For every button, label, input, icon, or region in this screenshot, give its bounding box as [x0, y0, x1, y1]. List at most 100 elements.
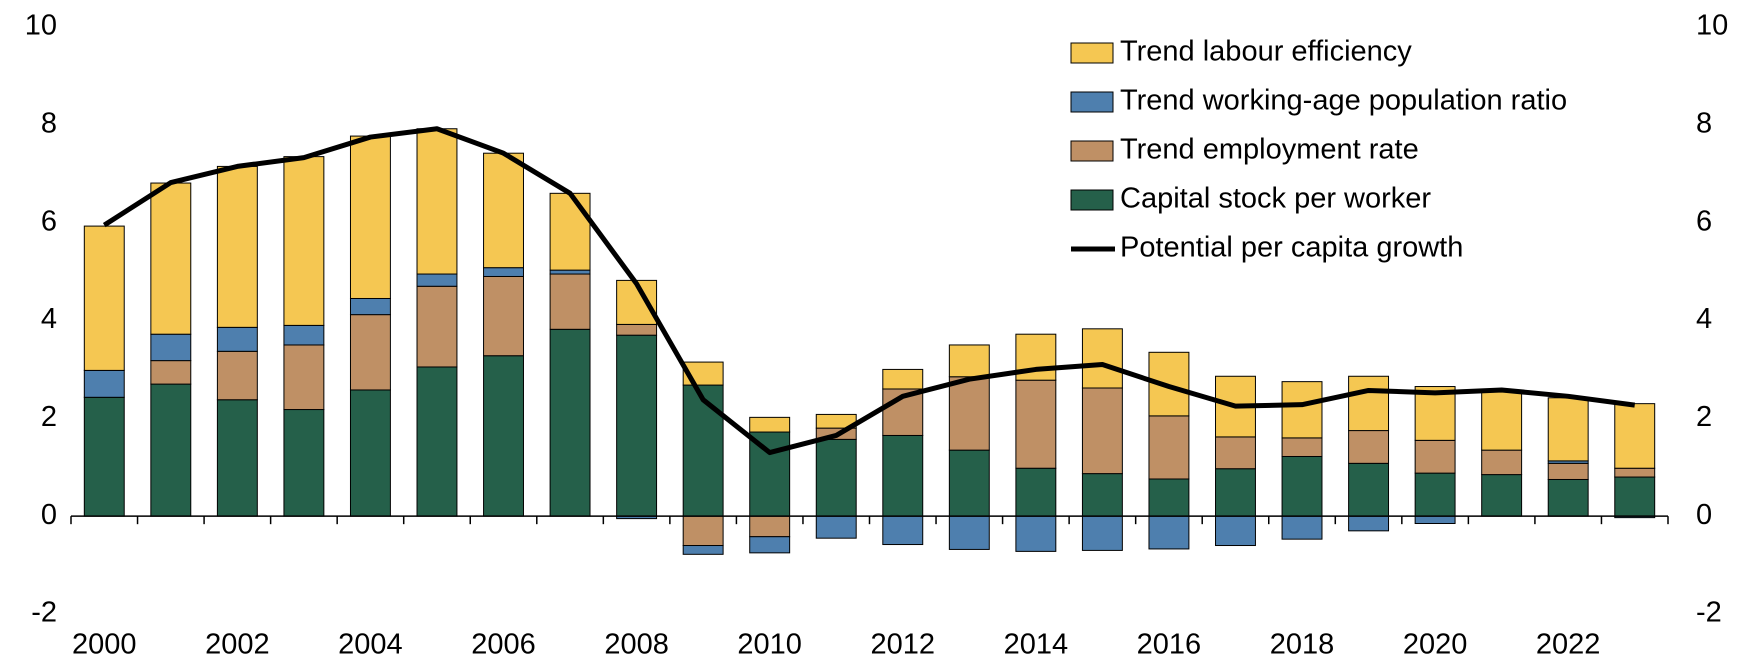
bar — [283, 344, 325, 411]
bar — [483, 275, 524, 357]
bar — [749, 431, 791, 517]
bar — [1015, 467, 1057, 517]
bar — [150, 182, 192, 335]
bar — [349, 389, 391, 517]
bar — [1547, 397, 1589, 462]
y-tick-label: 4 — [41, 303, 57, 335]
y-tick-label: 8 — [41, 107, 57, 139]
bar — [349, 135, 391, 299]
bar — [1148, 515, 1190, 550]
bar — [1215, 515, 1256, 547]
y-tick-label: 0 — [41, 499, 57, 531]
bar — [749, 416, 791, 433]
legend-swatch — [1070, 42, 1114, 64]
bar — [1348, 430, 1390, 464]
bar — [349, 314, 391, 391]
y2-tick-label: 0 — [1696, 499, 1712, 531]
bar — [616, 323, 658, 336]
bar — [216, 165, 258, 328]
bar — [1081, 328, 1123, 389]
legend-label: Trend employment rate — [1120, 134, 1419, 166]
y2-tick-label: -2 — [1696, 597, 1722, 629]
x-tick-label: 2020 — [1403, 629, 1468, 661]
bar — [1614, 403, 1656, 469]
bar — [150, 360, 192, 385]
bar — [882, 515, 924, 546]
bar — [1348, 515, 1390, 532]
bar — [483, 267, 524, 277]
bar — [549, 328, 591, 517]
x-tick-label: 2006 — [471, 629, 536, 661]
legend-label: Capital stock per worker — [1120, 183, 1431, 215]
y-tick-label: 10 — [25, 10, 57, 42]
bar — [416, 128, 458, 275]
y2-tick-label: 4 — [1696, 303, 1712, 335]
y-tick-label: 2 — [41, 401, 57, 433]
bar — [1481, 474, 1523, 517]
x-tick-label: 2010 — [737, 629, 802, 661]
bar — [1081, 515, 1123, 551]
line — [102, 126, 1636, 456]
bar — [882, 434, 924, 517]
bar — [948, 449, 990, 517]
x-tick-label: 2016 — [1137, 629, 1202, 661]
bar — [948, 344, 990, 378]
bar — [1215, 436, 1256, 470]
bar — [283, 409, 325, 517]
bar — [549, 192, 591, 271]
bar — [682, 545, 724, 555]
bar — [749, 536, 791, 554]
bar — [216, 350, 258, 401]
bar — [616, 334, 658, 517]
bar — [549, 273, 591, 330]
y2-tick-label: 6 — [1696, 205, 1712, 237]
bar — [815, 515, 857, 539]
bar — [1481, 449, 1523, 476]
bar — [1281, 381, 1323, 439]
bar — [416, 285, 458, 368]
bar — [349, 297, 391, 316]
legend-label: Potential per capita growth — [1120, 232, 1463, 264]
bar — [1015, 379, 1057, 469]
bar — [1281, 515, 1323, 540]
bar — [882, 368, 924, 390]
x-tick-label: 2004 — [338, 629, 403, 661]
bar — [815, 438, 857, 517]
legend-swatch — [1070, 189, 1114, 211]
bar — [1281, 437, 1323, 457]
bar — [1348, 375, 1390, 432]
bar — [483, 355, 524, 517]
legend-label: Trend labour efficiency — [1120, 36, 1412, 68]
x-tick-label: 2018 — [1270, 629, 1335, 661]
y2-tick-label: 10 — [1696, 10, 1728, 42]
bar — [150, 333, 192, 362]
bar — [1414, 439, 1456, 474]
bar — [1614, 467, 1656, 478]
y2-tick-label: 8 — [1696, 107, 1712, 139]
bar — [549, 269, 591, 275]
y2-tick-label: 2 — [1696, 401, 1712, 433]
bar — [1481, 389, 1523, 451]
x-tick-label: 2008 — [604, 629, 669, 661]
bar — [1148, 478, 1190, 517]
bar — [216, 326, 258, 352]
bar — [216, 399, 258, 517]
bar — [83, 396, 125, 517]
bar — [1547, 462, 1589, 480]
bar — [416, 366, 458, 517]
bar — [283, 156, 325, 326]
bar — [1081, 387, 1123, 475]
legend-label: Trend working-age population ratio — [1120, 85, 1567, 117]
bar — [1614, 476, 1656, 517]
legend-swatch — [1070, 140, 1114, 162]
bar — [483, 152, 524, 269]
bar — [1081, 473, 1123, 517]
bar — [1414, 515, 1456, 525]
x-tick-label: 2000 — [72, 629, 137, 661]
bar — [1281, 455, 1323, 517]
bar — [948, 515, 990, 550]
bar — [283, 324, 325, 346]
bar — [83, 369, 125, 398]
legend-swatch — [1070, 91, 1114, 113]
